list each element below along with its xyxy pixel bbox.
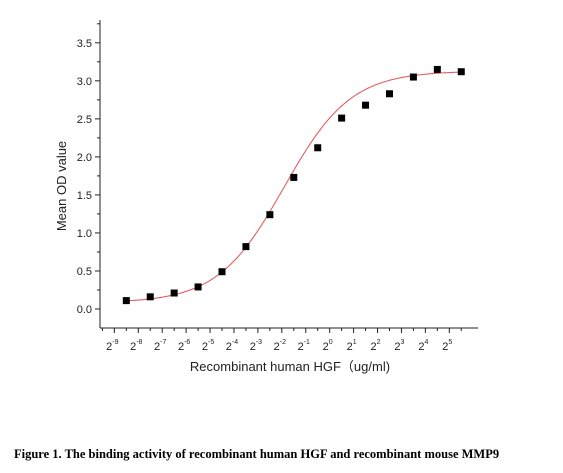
data-point [409, 73, 417, 81]
data-point [290, 173, 298, 181]
data-point [194, 283, 202, 291]
x-tick-label: 23 [394, 339, 404, 353]
data-point [122, 297, 130, 305]
x-tick-label: 2-8 [130, 339, 142, 353]
x-tick-label: 2-6 [178, 339, 190, 353]
y-tick-label: 0.0 [77, 304, 92, 316]
y-tick-label: 2.0 [77, 152, 92, 164]
chart: 0.0 0.5 1.0 1.5 2.0 2.5 3.0 3.5 2-9 2-8 2-7 2-6 2-5 2… [54, 20, 478, 374]
x-tick-label: 2-5 [202, 339, 214, 353]
data-point [242, 243, 250, 251]
x-tick-label: 2-2 [274, 339, 286, 353]
x-tick-label: 24 [418, 339, 428, 353]
data-point [338, 114, 346, 122]
x-axis-label: Recombinant human HGF（ug/ml) [190, 359, 390, 374]
x-tick-label: 2-3 [250, 339, 262, 353]
x-tick-label: 2-7 [154, 339, 166, 353]
x-tick-label: 2-4 [226, 339, 238, 353]
data-point [266, 211, 274, 219]
axes: 0.0 0.5 1.0 1.5 2.0 2.5 3.0 3.5 2-9 2-8 2-7 2-6 2-5 2… [77, 20, 478, 353]
data-point [385, 90, 393, 98]
data-points [122, 65, 465, 305]
y-tick-label: 0.5 [77, 266, 92, 278]
y-tick-label: 3.0 [77, 76, 92, 88]
fit-curve [126, 71, 462, 302]
y-axis-label: Mean OD value [54, 141, 69, 231]
x-tick-label: 21 [347, 339, 357, 353]
x-tick-label: 2-9 [106, 339, 118, 353]
figure-caption: Figure 1. The binding activity of recomb… [14, 447, 500, 461]
data-point [314, 144, 322, 152]
y-tick-label: 1.0 [77, 228, 92, 240]
data-point [218, 268, 226, 276]
y-tick-label: 2.5 [77, 114, 92, 126]
y-tick-label: 1.5 [77, 190, 92, 202]
y-tick-label: 3.5 [77, 38, 92, 50]
x-tick-label: 2-1 [298, 339, 310, 353]
data-point [146, 293, 154, 301]
data-point [170, 289, 178, 297]
data-point [433, 65, 441, 73]
x-tick-label: 20 [323, 339, 333, 353]
data-point [457, 68, 465, 76]
data-point [362, 101, 370, 109]
x-tick-label: 25 [442, 339, 452, 353]
x-tick-label: 22 [371, 339, 381, 353]
